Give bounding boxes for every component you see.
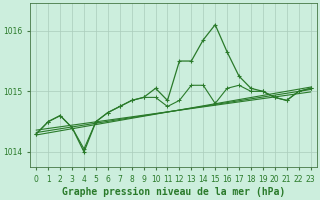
X-axis label: Graphe pression niveau de la mer (hPa): Graphe pression niveau de la mer (hPa) bbox=[62, 186, 285, 197]
